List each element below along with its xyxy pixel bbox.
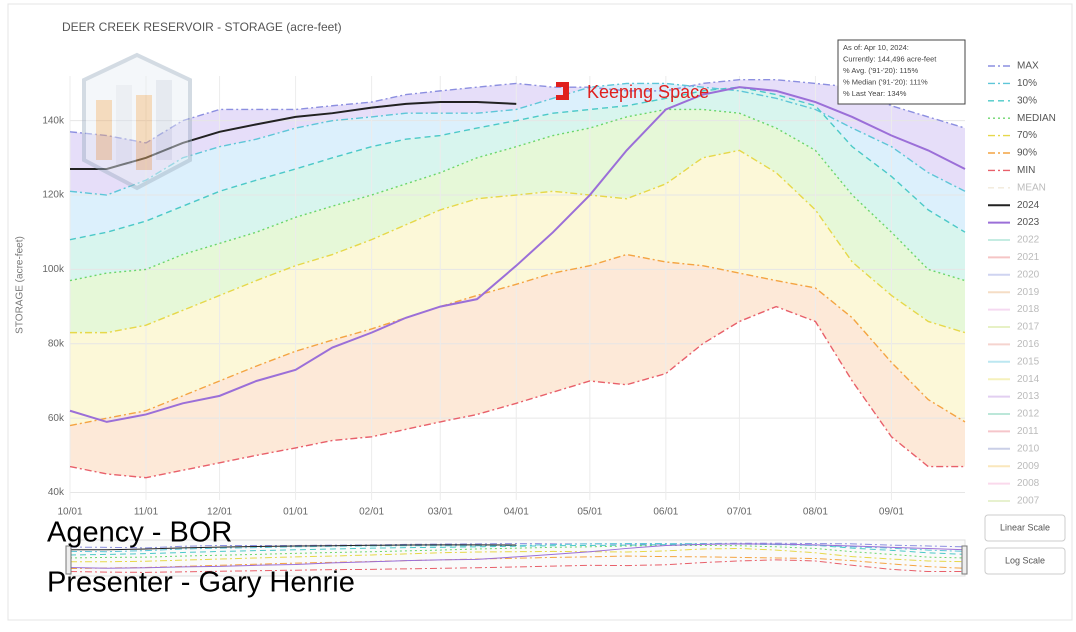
callout-text: Keeping Space [587,82,709,102]
series-line [69,86,966,241]
scale-button-label: Linear Scale [1000,522,1050,532]
legend-label[interactable]: MEDIAN [1017,113,1056,124]
hover-box [837,39,966,105]
callout-icon [556,82,569,100]
logo-shield [82,52,192,191]
x-tick-label: 06/01 [653,507,678,518]
hover-line: % Median ('91-'20): 111% [843,77,928,86]
legend-label[interactable]: 2015 [1017,356,1040,367]
legend-label[interactable]: 10% [1017,78,1037,89]
legend-label[interactable]: 2024 [1017,200,1040,211]
x-tick-label: 03/01 [428,507,453,518]
legend-label[interactable]: MIN [1017,165,1035,176]
y-tick-label: 120k [42,190,65,201]
y-tick-label: 60k [48,413,65,424]
range-slider[interactable] [69,539,966,577]
legend-label[interactable]: 2016 [1017,339,1040,350]
overlay-agency: Agency - BOR [47,517,232,549]
hover-text: As of: Apr 10, 2024: Currently: 144,496 a… [843,43,937,98]
range-slider-preview [69,542,966,573]
legend-label[interactable]: MEAN [1017,182,1046,193]
series-line [70,101,517,170]
series-line [69,86,966,423]
logo [82,52,192,191]
band [70,79,965,196]
legend-label[interactable]: 2008 [1017,478,1040,489]
x-tick-label: 04/01 [504,507,529,518]
hover-line: As of: Apr 10, 2024: [843,43,909,52]
band [70,109,965,333]
hover-line: % Avg. ('91-'20): 115% [843,66,918,75]
y-tick-label: 100k [42,264,65,275]
chart-title: DEER CREEK RESERVOIR - STORAGE (acre-fee… [62,20,342,34]
legend-label[interactable]: 2019 [1017,287,1040,298]
series-line [69,542,966,549]
x-tick-label: 05/01 [577,507,602,518]
legend-label[interactable]: 2017 [1017,322,1040,333]
scale-button-label: Log Scale [1005,555,1045,565]
band [70,83,965,240]
series-line [69,543,966,569]
legend-label[interactable]: 2023 [1017,217,1040,228]
hover-line: Currently: 144,496 acre-feet [843,54,937,63]
hover-line: % Last Year: 134% [843,89,907,98]
x-tick-label: 02/01 [359,507,384,518]
x-tick-label: 01/01 [283,507,308,518]
series-line [69,82,966,196]
y-tick-label: 40k [48,487,65,498]
legend-label[interactable]: 30% [1017,95,1037,106]
series-line [69,555,966,570]
legend-label[interactable]: 2020 [1017,269,1040,280]
series-line [69,544,966,559]
legend-label[interactable]: 90% [1017,148,1037,159]
legend-label[interactable]: 2021 [1017,252,1040,263]
legend-label[interactable]: 2018 [1017,304,1040,315]
y-axis-label: STORAGE (acre-feet) [15,236,26,334]
x-tick-label: 08/01 [803,507,828,518]
plot-area: 40k 60k 80k 100k 120k 140k 10/01 11/01 12/01 01/0… [42,76,966,518]
series-line [69,79,966,144]
logo-bar [116,85,132,165]
logo-bar [136,95,152,170]
legend-label[interactable]: 2014 [1017,374,1040,385]
legend-label[interactable]: 2012 [1017,409,1040,420]
series-line [70,547,966,563]
legend-label[interactable]: 70% [1017,130,1037,141]
y-tick-label: 140k [42,115,65,126]
series-line [70,544,517,551]
legend-label[interactable]: 2013 [1017,391,1040,402]
series-line [69,253,966,427]
band [70,87,965,281]
x-tick-label: 07/01 [727,507,752,518]
legend-label[interactable]: 2011 [1017,426,1039,437]
series-line [69,108,966,282]
logo-bar [96,100,112,160]
scale-button[interactable] [984,547,1066,575]
x-tick-label: 10/01 [57,507,82,518]
slider-handle[interactable] [961,545,968,575]
overlay-presenter: Presenter - Gary Henrie [47,567,355,599]
legend-label[interactable]: 2022 [1017,235,1040,246]
series-line [69,559,965,573]
x-tick-label: 12/01 [207,507,232,518]
band [70,254,965,478]
y-tick-label: 80k [48,338,65,349]
scale-button[interactable] [984,514,1066,542]
series-line [69,305,965,479]
x-tick-label: 09/01 [879,507,904,518]
legend-label[interactable]: MAX [1017,61,1039,72]
logo-bar [156,80,172,160]
series-line [70,149,966,334]
frame [7,3,1073,621]
x-tick-label: 11/01 [134,507,159,518]
slider-handle[interactable] [65,545,72,575]
legend-label[interactable]: 2010 [1017,443,1040,454]
legend-label[interactable]: 2007 [1017,496,1040,507]
legend-label[interactable]: 2009 [1017,461,1040,472]
legend: MAX 10% 30% MEDIAN 70% 90% MIN MEAN 2024 2023 2022… [988,61,1056,507]
band [70,150,965,426]
